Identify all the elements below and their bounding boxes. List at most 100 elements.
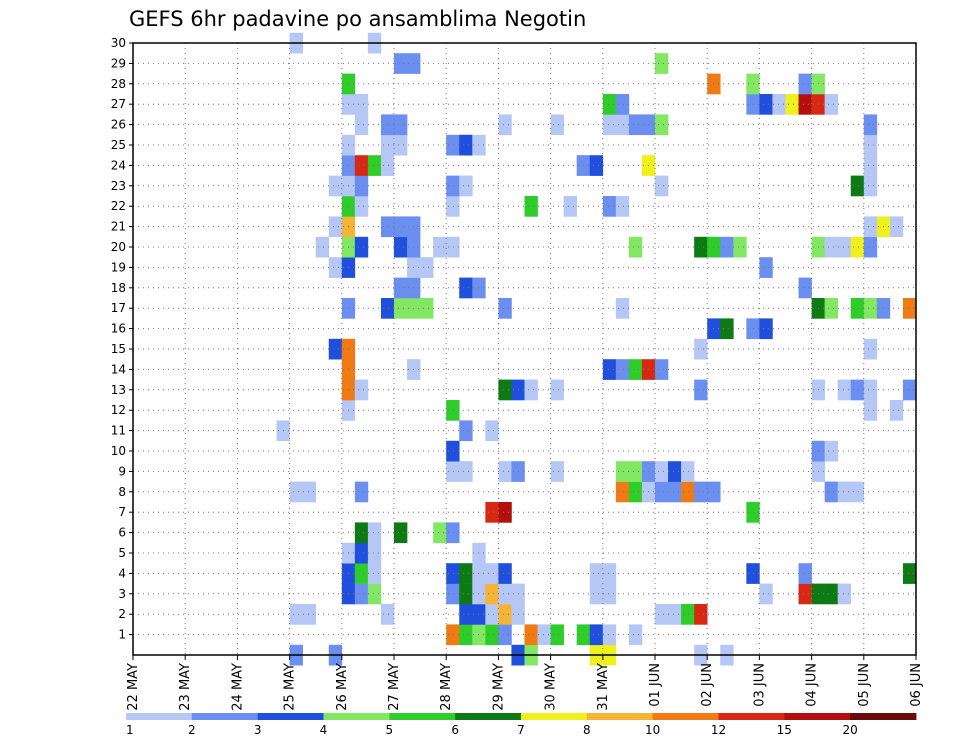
precip-cell <box>837 236 852 258</box>
legend-swatch <box>126 713 193 720</box>
y-tick-label: 22 <box>111 199 126 213</box>
precip-cell <box>798 73 812 95</box>
precip-cell <box>498 461 512 482</box>
precip-cell <box>498 563 512 584</box>
precip-cell <box>354 522 369 544</box>
precip-cell <box>824 583 838 605</box>
legend-swatch <box>191 713 259 720</box>
precip-cell <box>459 604 473 625</box>
y-tick-label: 4 <box>118 566 126 580</box>
legend-swatch <box>718 713 785 720</box>
precip-cell <box>367 583 382 605</box>
precip-cell <box>498 604 512 625</box>
y-tick-label: 13 <box>111 383 126 397</box>
precip-cell <box>446 624 460 646</box>
precip-cell <box>628 236 643 258</box>
precip-cell <box>380 155 395 176</box>
precip-cell <box>498 298 512 319</box>
x-tick-label: 04 JUN <box>805 663 820 707</box>
precip-cell <box>668 604 682 625</box>
precip-cell <box>733 236 747 258</box>
precip-cell <box>446 400 460 421</box>
precip-cell <box>380 134 395 156</box>
precip-cell <box>394 298 408 319</box>
precip-cell <box>863 400 878 421</box>
precip-cell <box>498 114 512 136</box>
precip-cell <box>485 604 499 625</box>
legend-swatch <box>652 713 719 720</box>
legend-label: 3 <box>254 723 262 737</box>
precip-cell <box>863 216 878 238</box>
precip-cell <box>824 481 838 503</box>
x-tick-label: 06 JUN <box>909 663 924 707</box>
precip-cell <box>380 298 395 319</box>
precip-cell <box>354 542 369 564</box>
legend-label: 12 <box>711 723 726 737</box>
precip-cell <box>367 563 382 584</box>
legend-label: 7 <box>517 723 525 737</box>
precip-cell <box>798 277 812 299</box>
precip-cell <box>863 379 878 401</box>
precip-cell <box>302 481 316 503</box>
precip-cell <box>446 196 460 217</box>
precip-cell <box>694 379 708 401</box>
legend-label: 5 <box>385 723 393 737</box>
x-tick-label: 26 MAY <box>335 663 350 711</box>
precip-cell <box>367 522 382 544</box>
precip-cell <box>485 563 499 584</box>
precip-cell <box>655 604 669 625</box>
precip-cell <box>759 94 773 115</box>
precip-cell <box>798 583 812 605</box>
precip-cell <box>694 481 708 503</box>
precip-cell <box>720 318 734 340</box>
y-tick-label: 19 <box>111 260 126 274</box>
y-tick-label: 25 <box>111 138 126 152</box>
legend-swatch <box>389 713 456 720</box>
precip-cell <box>863 114 878 136</box>
precip-cell <box>302 604 316 625</box>
x-tick-label: 03 JUN <box>752 663 767 707</box>
x-tick-label: 25 MAY <box>283 663 298 711</box>
precip-cell <box>824 440 838 462</box>
legend-label: 8 <box>583 723 591 737</box>
precip-cell <box>902 563 917 584</box>
y-tick-label: 11 <box>111 424 126 438</box>
x-tick-label: 02 JUN <box>700 663 715 707</box>
precip-cell <box>315 236 330 258</box>
precip-cell <box>354 481 369 503</box>
precip-cell <box>615 461 630 482</box>
y-tick-label: 23 <box>111 179 126 193</box>
x-tick-label: 05 JUN <box>857 663 872 707</box>
precip-cell <box>394 277 408 299</box>
precip-cell <box>446 563 460 584</box>
precip-cell <box>446 236 460 258</box>
precip-cell <box>459 624 473 646</box>
precip-cell <box>498 583 512 605</box>
precip-cell <box>694 604 708 625</box>
legend-swatch <box>521 713 588 720</box>
precip-cell <box>354 114 369 136</box>
y-tick-label: 2 <box>118 607 126 621</box>
y-tick-label: 29 <box>111 56 126 70</box>
precip-cell <box>485 624 499 646</box>
precip-cell <box>628 114 643 136</box>
precip-cell <box>615 94 630 115</box>
precip-cell <box>824 298 838 319</box>
precip-cell <box>655 53 669 74</box>
precip-cell <box>498 379 512 401</box>
y-tick-label: 15 <box>111 342 126 356</box>
y-tick-label: 9 <box>118 464 126 478</box>
legend-label: 1 <box>126 723 134 737</box>
precip-cell <box>485 502 499 523</box>
y-tick-label: 18 <box>111 281 126 295</box>
y-tick-label: 17 <box>111 301 126 315</box>
precip-cell <box>668 461 682 482</box>
x-tick-label: 22 MAY <box>126 663 141 711</box>
precip-cell <box>459 175 473 197</box>
y-tick-label: 24 <box>111 158 126 172</box>
y-tick-label: 10 <box>111 444 126 458</box>
x-tick-label: 31 MAY <box>596 663 611 711</box>
precip-cell <box>615 298 630 319</box>
precip-cell <box>863 338 878 360</box>
y-tick-label: 28 <box>111 77 126 91</box>
